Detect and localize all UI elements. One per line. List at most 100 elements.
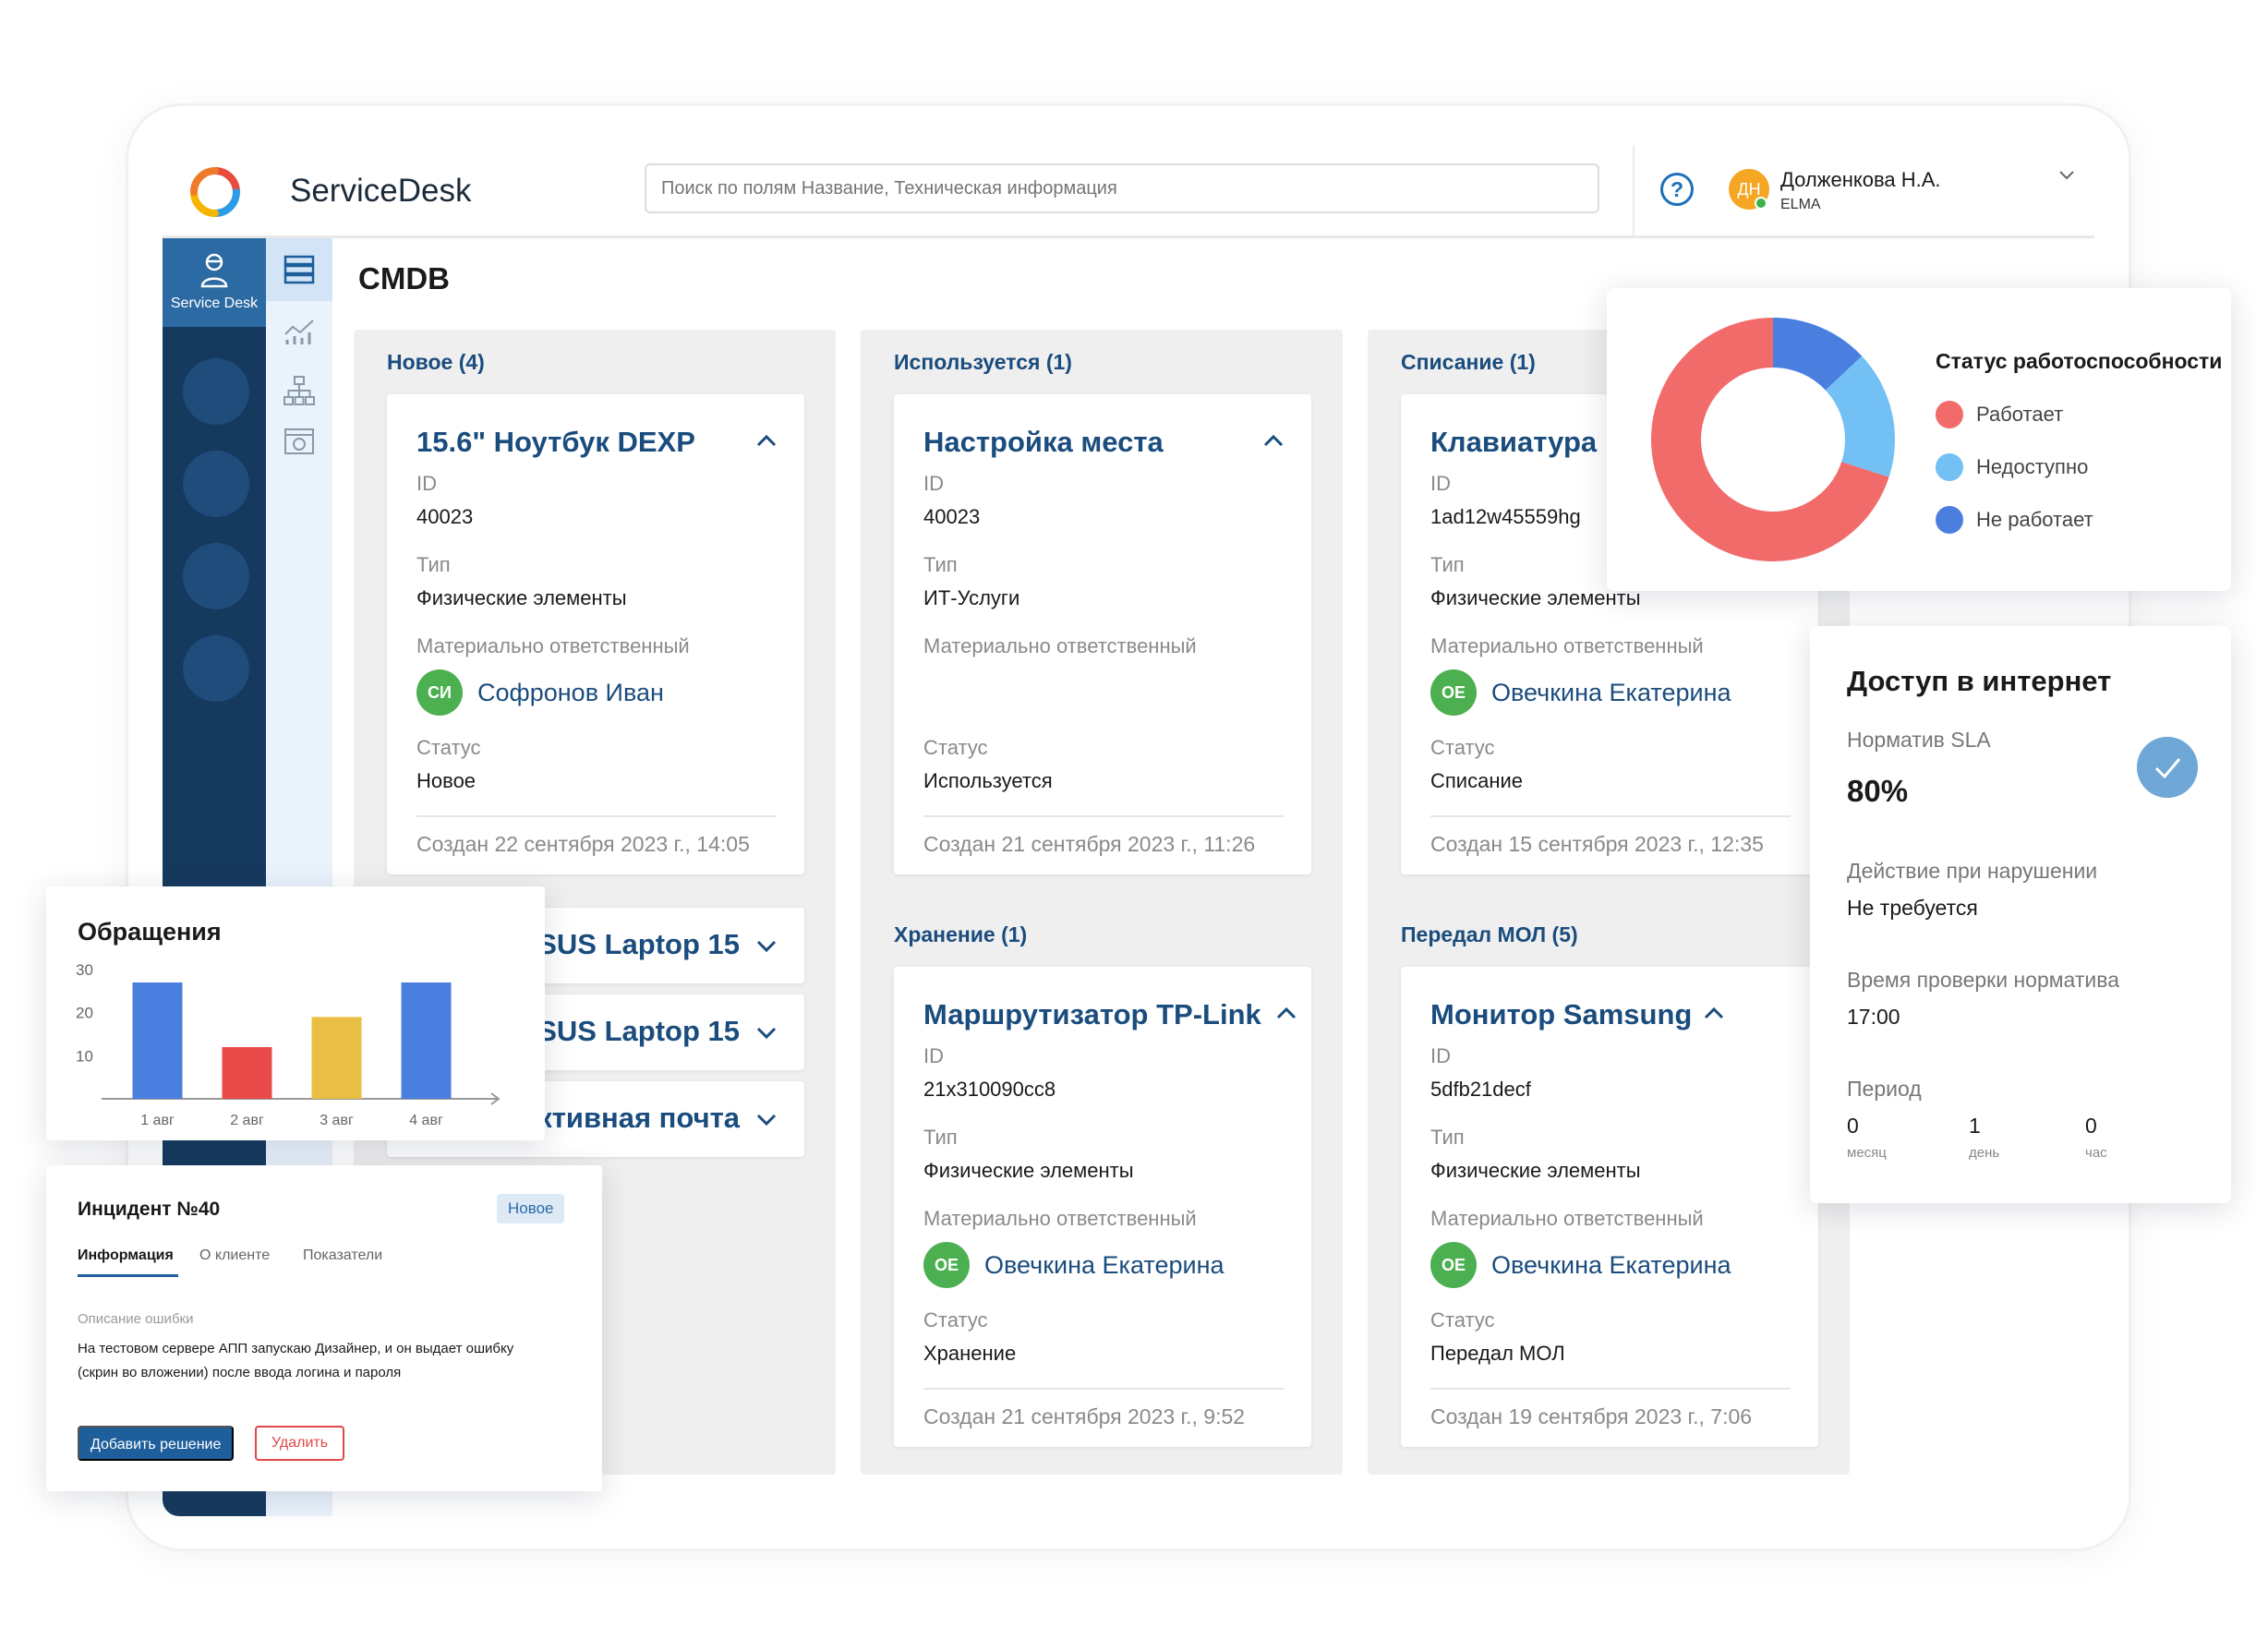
divider: [923, 1388, 1284, 1390]
column-header[interactable]: Передал МОЛ (5): [1401, 922, 1578, 946]
chevron-up-icon[interactable]: [1274, 1002, 1298, 1026]
sla-action-label: Действие при нарушении: [1847, 859, 2098, 883]
created-date: Создан 22 сентября 2023 г., 14:05: [416, 832, 750, 856]
field-value: 5dfb21decf: [1430, 1078, 1531, 1101]
sla-period-label: Период: [1847, 1077, 1922, 1101]
delete-button[interactable]: Удалить: [255, 1426, 345, 1461]
field-label: ID: [1430, 1044, 1451, 1067]
card-title[interactable]: Настройка места: [923, 426, 1164, 458]
status-badge: Новое: [497, 1194, 565, 1223]
engineer-icon: [200, 253, 228, 288]
active-tab-indicator: [78, 1274, 178, 1277]
owner-name[interactable]: Софронов Иван: [477, 679, 664, 706]
legend-label: Работает: [1976, 403, 2064, 426]
settings-panel-icon[interactable]: [283, 425, 316, 456]
avatar: СИ: [416, 669, 463, 716]
ci-card[interactable]: Монитор Samsung ID 5dfb21decf Тип Физиче…: [1401, 967, 1818, 1447]
chevron-down-icon[interactable]: [754, 1020, 778, 1044]
sidebar-item[interactable]: [183, 635, 249, 702]
tab-metrics[interactable]: Показатели: [303, 1247, 383, 1263]
field-value: 1ad12w45559hg: [1430, 505, 1581, 528]
field-label: ID: [1430, 472, 1451, 495]
bar-2[interactable]: [222, 1047, 272, 1099]
column-header[interactable]: Новое (4): [387, 350, 485, 374]
field-label: Материально ответственный: [923, 634, 1197, 657]
status-value: Хранение: [923, 1342, 1017, 1365]
chart-title: Обращения: [78, 918, 222, 946]
column-header[interactable]: Используется (1): [894, 350, 1072, 374]
donut-slice-3[interactable]: [1773, 318, 1863, 391]
field-label: Статус: [1430, 1308, 1495, 1332]
chevron-down-icon[interactable]: [754, 1107, 778, 1131]
card-title[interactable]: Клавиатура: [1430, 426, 1598, 458]
divider: [416, 815, 777, 817]
column-header[interactable]: Списание (1): [1401, 350, 1536, 374]
chevron-down-icon[interactable]: [754, 934, 778, 958]
created-date: Создан 19 сентября 2023 г., 7:06: [1430, 1404, 1753, 1428]
analytics-icon[interactable]: [283, 316, 316, 347]
owner-name[interactable]: Овечкина Екатерина: [1491, 1251, 1731, 1279]
bar-4[interactable]: [401, 982, 452, 1099]
app-logo-icon[interactable]: [190, 167, 240, 217]
donut-slice-2[interactable]: [1825, 356, 1895, 477]
chevron-up-icon[interactable]: [1261, 429, 1285, 453]
field-label: Статус: [923, 736, 988, 759]
add-solution-button[interactable]: Добавить решение: [78, 1426, 235, 1461]
legend-dot-icon: [1936, 506, 1963, 534]
card-title[interactable]: Монитор Samsung: [1430, 998, 1693, 1030]
sla-norm-label: Норматив SLA: [1847, 728, 1991, 752]
sidebar-item[interactable]: [183, 358, 249, 425]
field-label: Тип: [416, 553, 451, 576]
avatar: ОЕ: [1430, 669, 1477, 716]
period-unit: месяц: [1847, 1145, 1887, 1161]
search-input[interactable]: [645, 163, 1599, 213]
owner-name[interactable]: Овечкина Екатерина: [1491, 679, 1731, 706]
column-header[interactable]: Хранение (1): [894, 922, 1028, 946]
period-unit: день: [1969, 1145, 2000, 1161]
divider: [1430, 815, 1791, 817]
ci-card[interactable]: Маршрутизатор TP-Link ID 21x310090cc8 Ти…: [894, 967, 1311, 1447]
tab-info[interactable]: Информация: [78, 1247, 174, 1263]
legend-dot-icon: [1936, 453, 1963, 481]
status-value: Используется: [923, 769, 1053, 792]
status-value: Передал МОЛ: [1430, 1342, 1565, 1365]
subnav-item-cmdb[interactable]: [266, 238, 332, 301]
availability-status-widget: Статус работоспособности Работает Недост…: [1607, 288, 2231, 591]
sidebar-item[interactable]: [183, 451, 249, 517]
bar-1[interactable]: [132, 982, 183, 1099]
ci-card[interactable]: Настройка места ID 40023 Тип ИТ-Услуги М…: [894, 394, 1311, 874]
card-title[interactable]: 15.6" Ноутбук DEXP: [416, 426, 695, 458]
field-label: Тип: [1430, 553, 1465, 576]
user-menu-chevron-down-icon[interactable]: [2057, 169, 2076, 182]
chevron-up-icon[interactable]: [1702, 1002, 1726, 1026]
card-title[interactable]: Активная почта: [516, 1102, 740, 1134]
bar-3[interactable]: [311, 1017, 362, 1099]
sidebar-item-service-desk[interactable]: Service Desk: [163, 238, 266, 327]
card-title[interactable]: ASUS Laptop 15: [516, 928, 740, 960]
sla-check-value: 17:00: [1847, 1005, 1900, 1029]
card-title[interactable]: Маршрутизатор TP-Link: [923, 998, 1261, 1030]
field-value: Физические элементы: [416, 586, 627, 609]
page-title: CMDB: [358, 261, 450, 295]
help-icon[interactable]: ?: [1660, 173, 1694, 206]
legend-label: Недоступно: [1976, 455, 2089, 478]
y-tick-label: 20: [76, 1005, 93, 1022]
created-date: Создан 21 сентября 2023 г., 9:52: [923, 1404, 1246, 1428]
donut-slice-1[interactable]: [1651, 318, 1889, 561]
period-value: 1: [1969, 1114, 1981, 1138]
x-tick-label: 3 авг: [320, 1113, 354, 1128]
sidebar-item[interactable]: [183, 543, 249, 609]
tab-client[interactable]: О клиенте: [199, 1247, 271, 1263]
period-value: 0: [1847, 1114, 1859, 1138]
user-name[interactable]: Долженкова Н.А.: [1780, 168, 1941, 191]
field-label: Статус: [923, 1308, 988, 1332]
card-title[interactable]: ASUS Laptop 15: [516, 1015, 740, 1047]
chevron-up-icon[interactable]: [754, 429, 778, 453]
ci-card[interactable]: 15.6" Ноутбук DEXP ID 40023 Тип Физическ…: [387, 394, 804, 874]
field-value: Физические элементы: [923, 1159, 1134, 1182]
hierarchy-icon[interactable]: [283, 375, 316, 406]
field-label: ID: [416, 472, 437, 495]
owner-name[interactable]: Овечкина Екатерина: [984, 1251, 1224, 1279]
created-date: Создан 21 сентября 2023 г., 11:26: [923, 832, 1256, 856]
error-description: На тестовом сервере АПП запускаю Дизайне…: [78, 1341, 514, 1380]
